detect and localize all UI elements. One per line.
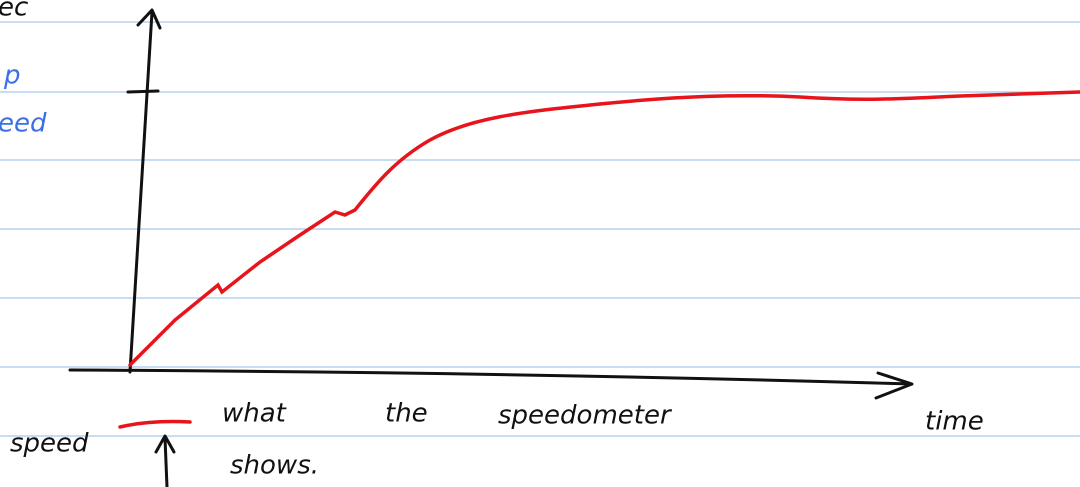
legend-text: what <box>222 399 287 429</box>
legend-label: speed <box>10 429 89 459</box>
y-tick <box>126 89 160 94</box>
x-axis-label: time <box>925 407 984 437</box>
side-note: eed <box>0 109 47 139</box>
legend-text: the <box>385 399 428 429</box>
legend-text: speedometer <box>498 401 673 431</box>
x-axis <box>68 368 914 400</box>
y-axis <box>128 8 162 374</box>
legend-swatch <box>118 419 192 429</box>
y-axis-label: ec <box>0 0 28 23</box>
ruled-lines <box>0 21 1080 437</box>
pointer-arrow <box>154 434 176 487</box>
legend-text: shows. <box>230 451 319 481</box>
speed-curve <box>128 90 1080 367</box>
side-note: p <box>3 61 21 91</box>
